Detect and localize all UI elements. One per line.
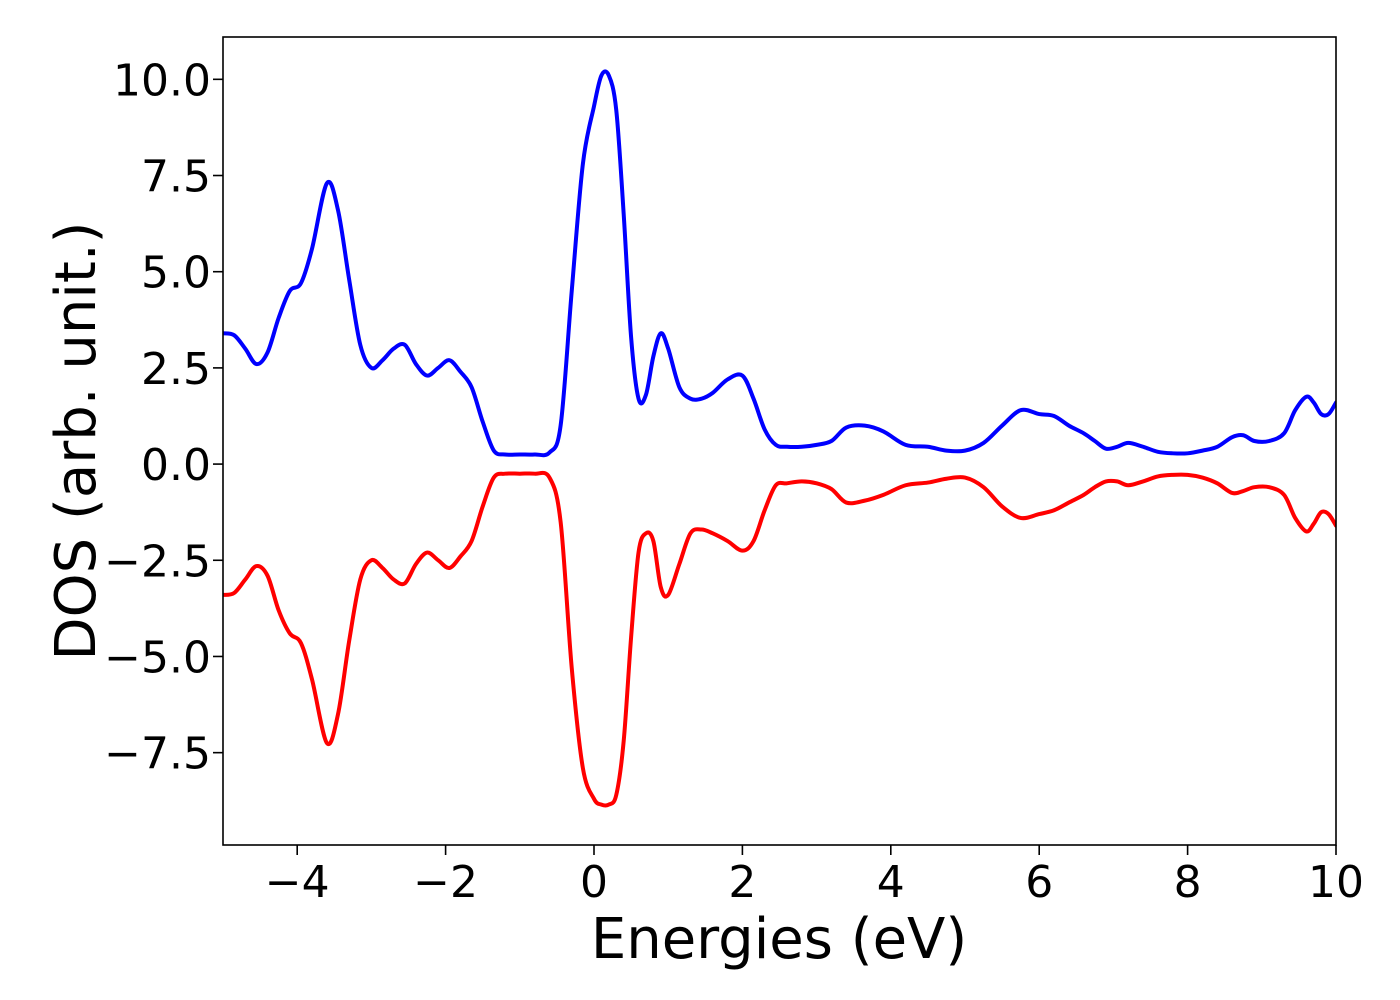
x-tick-label: 2 bbox=[728, 857, 756, 908]
series-layer bbox=[223, 69, 1336, 808]
x-tick-label: 10 bbox=[1308, 857, 1364, 908]
x-tick-label: −2 bbox=[413, 857, 478, 908]
y-tick-label: −5.0 bbox=[104, 632, 211, 683]
x-tick-label: −4 bbox=[265, 857, 330, 908]
y-tick-label: −7.5 bbox=[104, 729, 211, 780]
series-line-2 bbox=[223, 470, 1336, 808]
y-tick-label: −2.5 bbox=[104, 536, 211, 587]
x-tick-label: 6 bbox=[1025, 857, 1053, 908]
y-axis-title: DOS (arb. unit.) bbox=[44, 221, 109, 660]
y-tick-label: 2.5 bbox=[141, 344, 211, 395]
x-tick-label: 8 bbox=[1174, 857, 1202, 908]
plot-frame bbox=[222, 36, 1337, 846]
series-line-1 bbox=[223, 69, 1336, 458]
x-axis-title: Energies (eV) bbox=[591, 907, 967, 972]
x-tick-label: 4 bbox=[877, 857, 905, 908]
y-tick-label: 10.0 bbox=[113, 55, 211, 106]
y-axis: −7.5 −5.0 −2.5 0.0 2.5 5.0 7.5 10.0 bbox=[104, 55, 223, 780]
y-tick-label: 5.0 bbox=[141, 248, 211, 299]
x-axis: −4 −2 0 2 4 6 8 10 bbox=[265, 845, 1364, 908]
y-tick-label: 7.5 bbox=[141, 152, 211, 203]
x-tick-label: 0 bbox=[580, 857, 608, 908]
y-tick-label: 0.0 bbox=[141, 440, 211, 491]
